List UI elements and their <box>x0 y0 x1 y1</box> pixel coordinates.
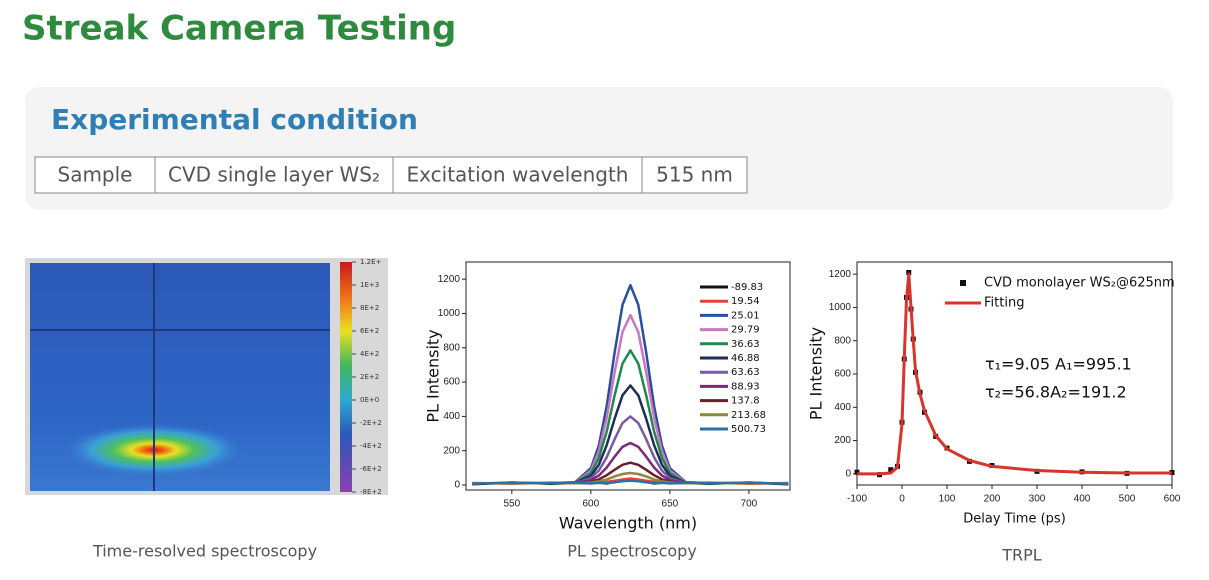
data-point <box>854 469 860 475</box>
legend-label: Fitting <box>984 296 1024 311</box>
y-tick-label: 600 <box>834 369 851 380</box>
x-tick-label: 400 <box>1074 494 1091 505</box>
figure-caption: TRPL <box>1001 546 1042 565</box>
x-tick-label: 550 <box>503 499 520 510</box>
y-tick-label: 1200 <box>438 274 461 285</box>
page-title: Streak Camera Testing <box>22 9 456 49</box>
y-tick-label: 400 <box>834 402 851 413</box>
table-cell-text: Excitation wavelength <box>407 163 629 187</box>
colorbar-tick-label: -4E+2 <box>360 442 382 450</box>
colorbar-tick-label: 1.2E+ <box>360 258 382 266</box>
legend-label: 63.63 <box>731 367 760 378</box>
figure-caption: Time-resolved spectroscopy <box>92 542 317 561</box>
colorbar-tick-label: -8E+2 <box>360 488 382 496</box>
legend-label: 19.54 <box>731 296 760 307</box>
legend-label: 25.01 <box>731 310 760 321</box>
legend-label: 213.68 <box>731 410 766 421</box>
x-tick-label: 100 <box>939 494 956 505</box>
y-tick-label: 1000 <box>829 302 852 313</box>
y-tick-label: 800 <box>443 342 460 353</box>
annotation: τ₁=9.05 A₁=995.1 <box>985 355 1132 374</box>
y-tick-label: 0 <box>845 468 851 479</box>
table-cell <box>34 156 156 194</box>
legend-label: 88.93 <box>731 381 760 392</box>
x-axis-label: Wavelength (nm) <box>559 514 697 533</box>
x-tick-label: 600 <box>1164 494 1181 505</box>
legend-label: 500.73 <box>731 424 766 435</box>
legend-label: 137.8 <box>731 396 760 407</box>
y-tick-label: 800 <box>834 335 851 346</box>
x-tick-label: 650 <box>662 499 679 510</box>
legend-label: 46.88 <box>731 353 760 364</box>
figure-caption: PL spectroscopy <box>567 542 697 561</box>
x-tick-label: 500 <box>1119 494 1136 505</box>
legend-label: -89.83 <box>731 282 763 293</box>
table-cell-text: CVD single layer WS₂ <box>168 163 380 187</box>
plot-frame <box>465 261 791 491</box>
legend-label: 36.63 <box>731 339 760 350</box>
colorbar-tick-label: 6E+2 <box>360 327 379 335</box>
data-point <box>888 467 894 473</box>
x-tick-label: 300 <box>1029 494 1046 505</box>
series-line <box>472 479 789 485</box>
y-axis-label: PL Intensity <box>424 329 443 422</box>
y-tick-label: 1200 <box>829 269 852 280</box>
colorbar-tick-label: -2E+2 <box>360 419 382 427</box>
colorbar-tick-label: 0E+0 <box>360 396 379 404</box>
colorbar-tick-label: 2E+2 <box>360 373 379 381</box>
y-tick-label: 1000 <box>438 308 461 319</box>
colorbar-tick-label: -6E+2 <box>360 465 382 473</box>
y-tick-label: 200 <box>443 445 460 456</box>
x-tick-label: 0 <box>899 494 905 505</box>
y-tick-label: 200 <box>834 435 851 446</box>
colorbar-tick-label: 1E+3 <box>360 281 379 289</box>
annotation: τ₂=56.8A₂=191.2 <box>985 383 1127 402</box>
colorbar-tick-label: 8E+2 <box>360 304 379 312</box>
table-cell-text: 515 nm <box>656 163 733 187</box>
x-tick-label: 200 <box>984 494 1001 505</box>
y-axis-label: PL Intensity <box>807 327 826 420</box>
table-cell-text: Sample <box>58 163 133 187</box>
x-tick-label: 700 <box>741 499 758 510</box>
streak-image <box>25 258 388 495</box>
table-cell <box>641 156 748 194</box>
x-tick-label: -100 <box>847 494 867 505</box>
condition-title: Experimental condition <box>51 103 418 136</box>
y-tick-label: 0 <box>454 480 460 491</box>
x-tick-label: 600 <box>583 499 600 510</box>
legend-label: 29.79 <box>731 325 760 336</box>
legend-label: CVD monolayer WS₂@625nm <box>984 276 1175 291</box>
legend-swatch <box>960 280 966 286</box>
x-axis-label: Delay Time (ps) <box>963 512 1066 527</box>
y-tick-label: 600 <box>443 377 460 388</box>
series-line <box>857 272 1172 476</box>
y-tick-label: 400 <box>443 411 460 422</box>
colorbar-tick-label: 4E+2 <box>360 350 379 358</box>
table-cell <box>392 156 643 194</box>
data-point <box>906 269 912 275</box>
table-cell <box>154 156 394 194</box>
